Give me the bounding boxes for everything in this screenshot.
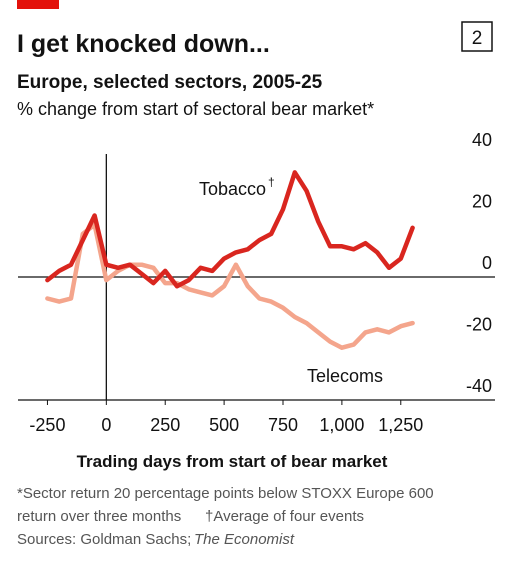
source-publication: The Economist xyxy=(194,531,295,548)
footnote: return over three months xyxy=(17,508,181,525)
brand-bar xyxy=(17,0,59,9)
x-tick-label: 1,250 xyxy=(378,415,423,435)
x-tick-label: -250 xyxy=(29,415,65,435)
x-tick-label: 250 xyxy=(150,415,180,435)
chart-number-box xyxy=(461,21,493,52)
x-tick-label: 0 xyxy=(101,415,111,435)
chart-number: 2 xyxy=(472,28,483,49)
footnote: †Average of four events xyxy=(205,508,364,525)
x-tick-label: 750 xyxy=(268,415,298,435)
x-tick-label: 1,000 xyxy=(319,415,364,435)
y-tick-label: 0 xyxy=(482,253,492,273)
source: Sources: Goldman Sachs; xyxy=(17,531,191,548)
series-line xyxy=(45,170,415,289)
footnote: *Sector return 20 percentage points belo… xyxy=(17,485,434,502)
y-tick-label: 40 xyxy=(472,130,492,150)
y-axis-label: % change from start of sectoral bear mar… xyxy=(17,99,374,119)
chart-subtitle: Europe, selected sectors, 2005-25 xyxy=(17,72,323,93)
series-label: Tobacco xyxy=(199,179,266,199)
x-axis-label: Trading days from start of bear market xyxy=(77,452,388,471)
y-tick-label: -40 xyxy=(466,376,492,396)
series-label: Telecoms xyxy=(307,366,383,386)
chart-title: I get knocked down... xyxy=(17,30,270,58)
y-tick-label: -20 xyxy=(466,315,492,335)
x-tick-label: 500 xyxy=(209,415,239,435)
series-label-note: † xyxy=(268,175,275,189)
series-line xyxy=(45,222,415,350)
y-tick-label: 20 xyxy=(472,192,492,212)
